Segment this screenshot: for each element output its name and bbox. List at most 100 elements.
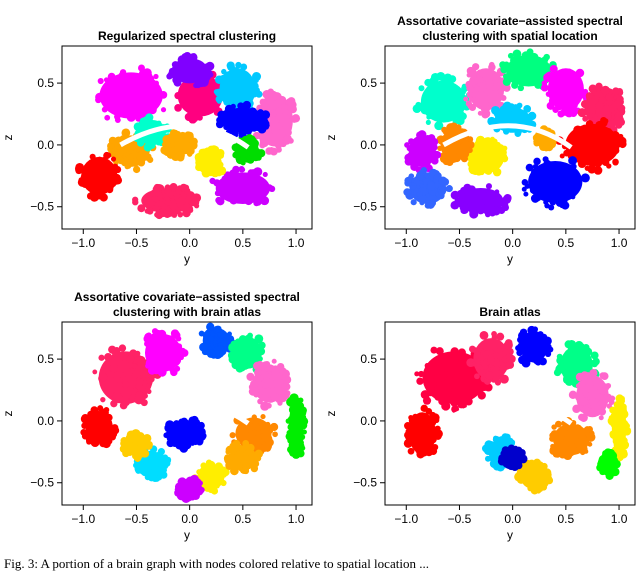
data-point (591, 131, 597, 137)
data-point (110, 400, 118, 408)
data-point (218, 477, 224, 483)
data-point (194, 490, 201, 497)
data-point (480, 341, 487, 349)
data-point (174, 104, 182, 112)
data-point (223, 72, 231, 80)
data-point (140, 369, 149, 378)
data-point (116, 377, 123, 384)
data-point (426, 135, 432, 141)
data-point (116, 366, 124, 375)
data-point (584, 137, 593, 147)
data-point (533, 358, 540, 365)
x-axis-label: y (184, 252, 190, 266)
data-point (239, 103, 249, 112)
data-point (580, 434, 587, 442)
x-tick-label: −1.0 (71, 236, 95, 250)
data-point (252, 150, 262, 159)
data-point (140, 465, 146, 471)
data-point (519, 67, 526, 74)
data-point (99, 372, 108, 381)
data-point (407, 447, 415, 455)
data-point (232, 151, 240, 159)
data-point (516, 102, 523, 109)
data-point (598, 407, 607, 416)
data-point (458, 192, 466, 200)
data-point (171, 153, 179, 161)
data-point (545, 475, 551, 482)
data-point (499, 370, 505, 376)
data-point (179, 424, 188, 432)
data-point (422, 158, 430, 166)
data-point (616, 445, 624, 453)
data-point (421, 101, 428, 107)
data-point (287, 137, 294, 144)
data-point (426, 110, 435, 119)
data-point (419, 141, 428, 150)
data-point (481, 150, 489, 158)
data-point (114, 113, 121, 120)
data-point (141, 468, 149, 477)
data-point (125, 146, 134, 154)
data-point (232, 165, 240, 174)
data-point (429, 77, 437, 86)
x-axis-label: y (184, 528, 190, 542)
data-point (540, 83, 549, 92)
data-point (474, 98, 484, 108)
data-point (506, 360, 515, 369)
data-point (136, 139, 145, 147)
data-point (200, 92, 209, 102)
data-point (203, 64, 210, 72)
data-point (458, 367, 465, 375)
data-point (437, 145, 443, 152)
data-point (252, 120, 260, 128)
data-point (110, 156, 117, 162)
x-tick-label: 0.5 (235, 512, 252, 526)
data-point (412, 424, 418, 430)
data-point (569, 180, 578, 189)
data-point (188, 416, 197, 425)
data-point (437, 115, 445, 123)
data-point (146, 389, 152, 395)
data-point (476, 205, 486, 215)
data-point (503, 101, 512, 111)
data-point (247, 111, 254, 118)
data-point (87, 410, 94, 418)
data-point (578, 413, 586, 421)
data-point (527, 483, 535, 491)
data-point (559, 153, 565, 159)
data-point (454, 124, 462, 131)
y-tick-label: −0.5 (30, 476, 54, 490)
data-point (171, 212, 178, 218)
data-point (149, 459, 154, 465)
data-point (205, 349, 211, 356)
data-point (434, 385, 441, 392)
data-point (440, 152, 446, 159)
plot-frame (384, 45, 636, 230)
data-point (251, 346, 259, 354)
data-point (277, 400, 283, 406)
data-point (121, 82, 129, 90)
data-point (403, 438, 413, 448)
data-point (576, 81, 582, 87)
data-point (404, 153, 412, 162)
x-tick-label: 0.0 (181, 236, 198, 250)
data-point (448, 129, 454, 135)
data-point (527, 352, 537, 362)
data-point (147, 474, 156, 482)
data-point (136, 152, 145, 161)
data-point (517, 468, 523, 474)
data-point (475, 193, 483, 201)
data-point (442, 127, 448, 133)
panel-4: Brain atlas −1.0 −0.5 0.0 0.5 1.0 −0.5 0.0 0.5 y z (324, 305, 636, 542)
data-point (517, 84, 525, 92)
data-point (574, 363, 584, 373)
data-point (169, 202, 178, 211)
data-point (606, 472, 612, 478)
data-point (591, 388, 600, 397)
data-point (208, 72, 214, 78)
data-point (582, 115, 589, 122)
data-point (567, 68, 573, 74)
data-point (170, 129, 178, 137)
data-point (444, 152, 452, 160)
data-point (254, 442, 263, 451)
